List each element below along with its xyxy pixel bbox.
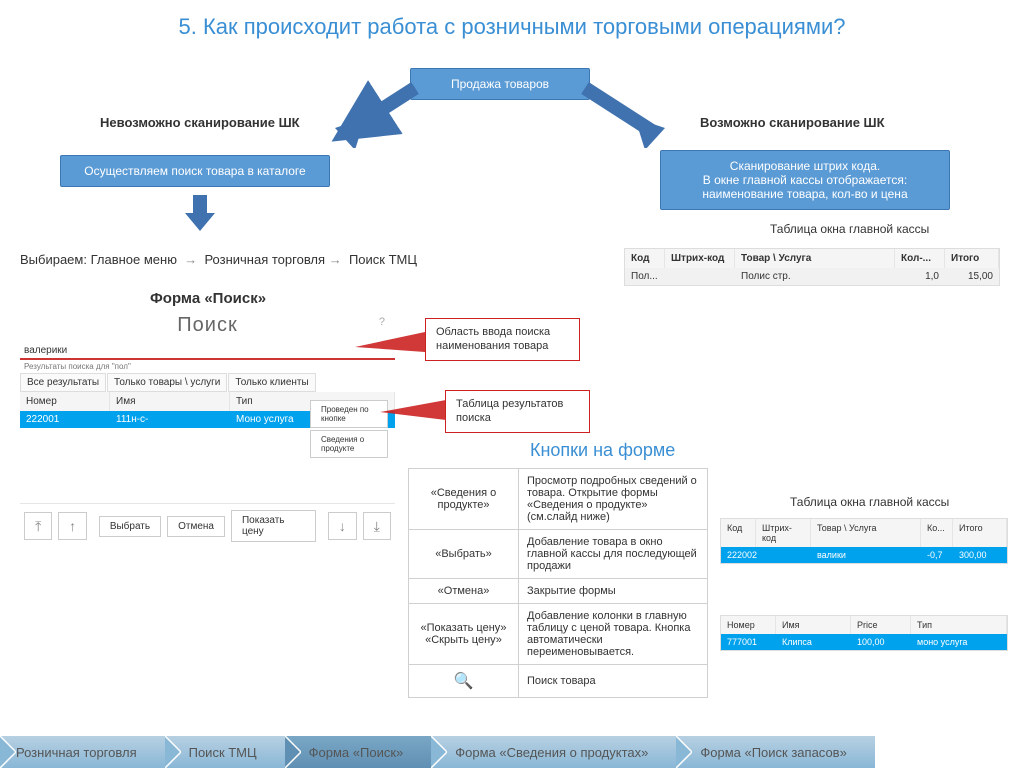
- node-sale: Продажа товаров: [410, 68, 590, 100]
- button-desc-table: «Сведения о продукте»Просмотр подробных …: [408, 468, 708, 698]
- search-title: Поиск: [20, 312, 395, 343]
- btn-show-price[interactable]: Показать цену: [231, 510, 316, 542]
- btn-cancel[interactable]: Отмена: [167, 516, 225, 537]
- breadcrumb-item[interactable]: Форма «Сведения о продуктах»: [431, 736, 676, 768]
- callout1-line: [355, 332, 427, 357]
- callout-search-area: Область ввода поиска наименования товара: [425, 318, 580, 361]
- breadcrumb-item[interactable]: Форма «Поиск запасов»: [676, 736, 874, 768]
- search-tabs[interactable]: Все результаты Только товары \ услуги То…: [20, 373, 395, 392]
- btn-bottom-icon[interactable]: ⤓: [363, 512, 391, 540]
- main-cash-table: Код Штрих-код Товар \ Услуга Кол-... Ито…: [624, 248, 1000, 286]
- right-table1-caption: Таблица окна главной кассы: [770, 222, 929, 236]
- node-catalog-search: Осуществляем поиск товара в каталоге: [60, 155, 330, 187]
- right-table2-caption: Таблица окна главной кассы: [790, 495, 949, 509]
- btn-up-icon[interactable]: ↑: [58, 512, 86, 540]
- help-icon[interactable]: ?: [379, 316, 385, 328]
- label-right-branch: Возможно сканирование ШК: [700, 115, 885, 130]
- buttons-section-title: Кнопки на форме: [530, 440, 675, 461]
- breadcrumb-item[interactable]: Розничная торговля: [0, 736, 165, 768]
- btn-product-info[interactable]: Сведения о продукте: [310, 430, 388, 458]
- results-label: Результаты поиска для "пол": [20, 360, 395, 373]
- page-title: 5. Как происходит работа с розничными то…: [0, 0, 1024, 44]
- search-form-ui: Поиск ? валерики Результаты поиска для "…: [20, 312, 395, 548]
- node-scan-barcode: Сканирование штрих кода. В окне главной …: [660, 150, 950, 210]
- breadcrumb: Розничная торговляПоиск ТМЦФорма «Поиск»…: [0, 736, 1024, 768]
- right-table3: Номер Имя Price Тип 777001 Клипса 100,00…: [720, 615, 1008, 651]
- btn-select[interactable]: Выбрать: [99, 516, 161, 537]
- menu-path: Выбираем: Главное меню → Розничная торго…: [20, 252, 417, 267]
- form-title: Форма «Поиск»: [150, 290, 266, 307]
- search-icon: 🔍: [409, 665, 519, 698]
- btn-posted[interactable]: Проведен по кнопке: [310, 400, 388, 428]
- search-input[interactable]: валерики: [20, 343, 395, 360]
- btn-down-icon[interactable]: ↓: [328, 512, 356, 540]
- callout-results-table: Таблица результатов поиска: [445, 390, 590, 433]
- callout2-line: [380, 400, 448, 425]
- arrow-right-diag: [580, 78, 670, 148]
- arrow-down-left: [180, 195, 220, 235]
- right-table2: Код Штрих-код Товар \ Услуга Ко... Итого…: [720, 518, 1008, 564]
- breadcrumb-item[interactable]: Форма «Поиск»: [285, 736, 432, 768]
- label-left-branch: Невозможно сканирование ШК: [100, 115, 300, 130]
- btn-top-icon[interactable]: ⤒: [24, 512, 52, 540]
- arrow-left-diag: [330, 78, 420, 148]
- breadcrumb-item[interactable]: Поиск ТМЦ: [165, 736, 285, 768]
